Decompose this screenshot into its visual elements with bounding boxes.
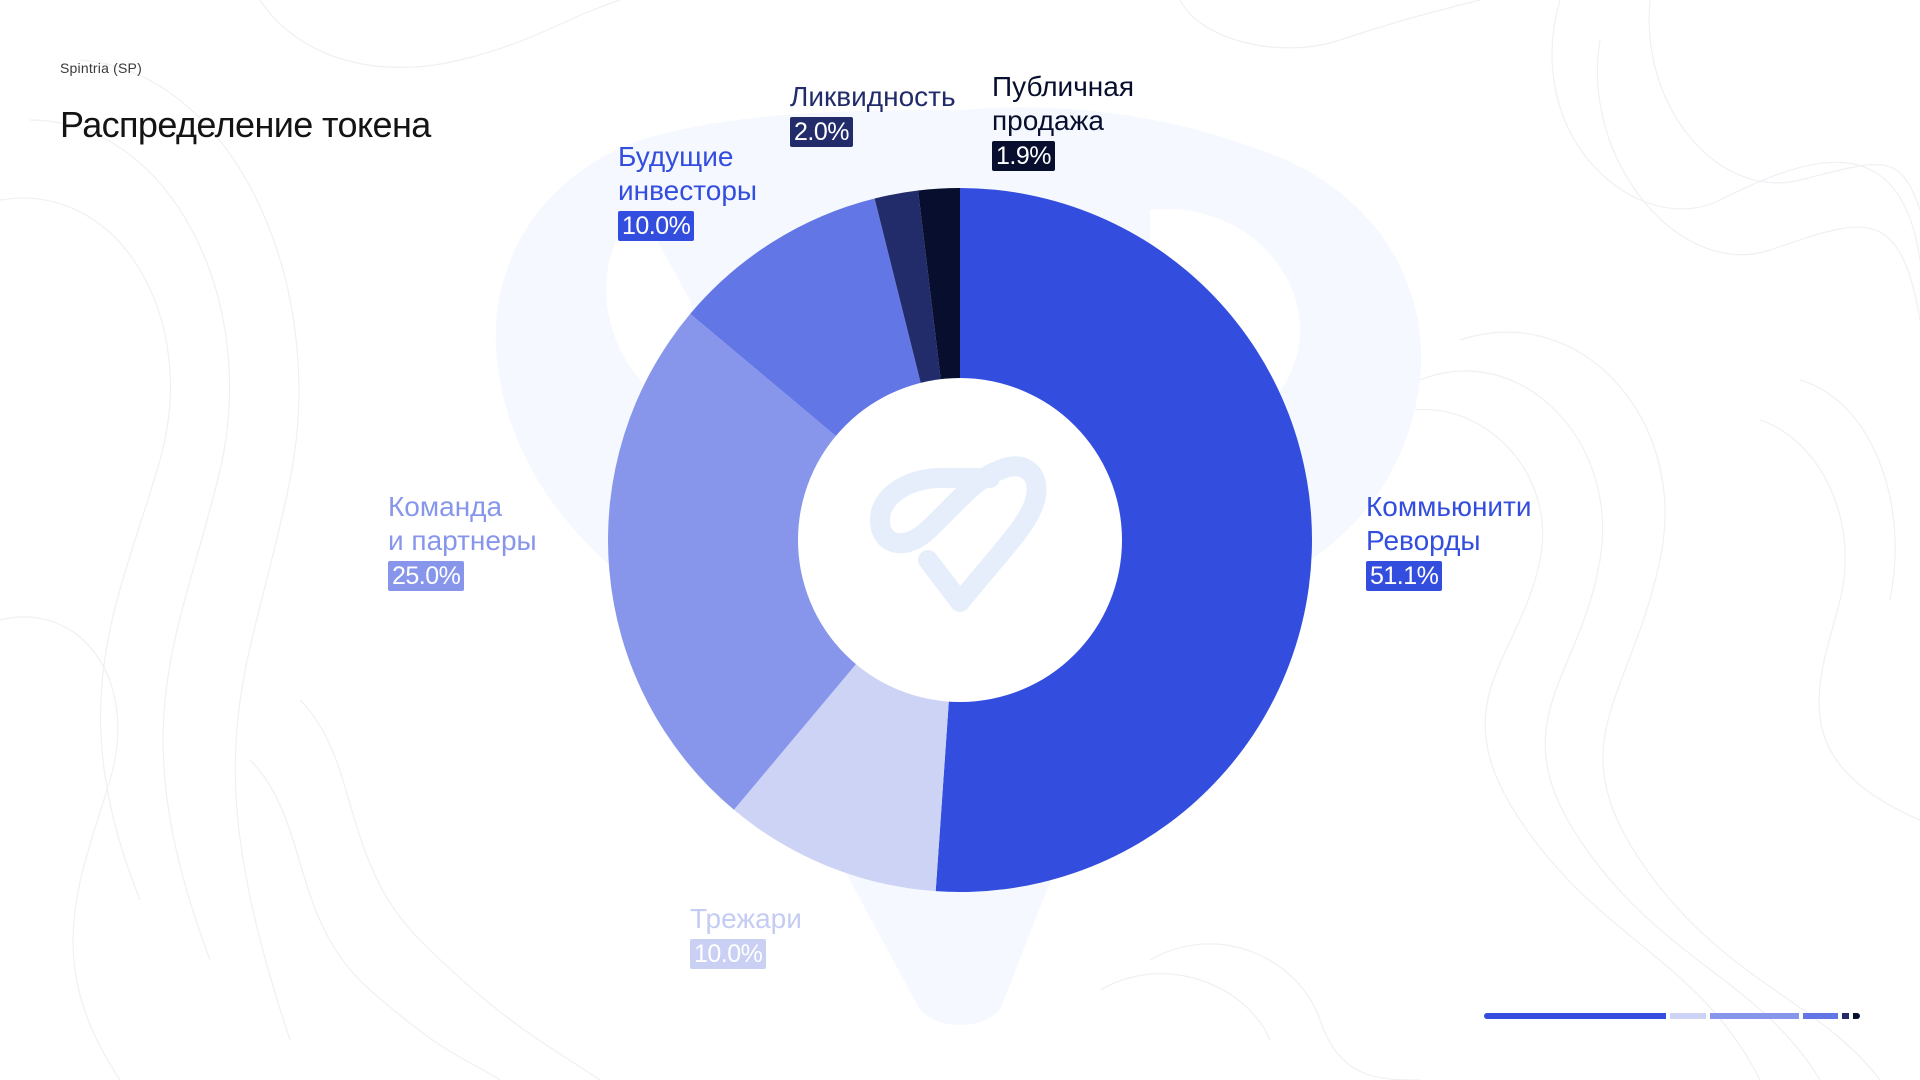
progress-segment-treasury xyxy=(1669,1013,1706,1019)
slice-label-line: Реворды xyxy=(1366,525,1481,556)
slice-label-investors: Будущие инвесторы 10.0% xyxy=(618,140,757,242)
slice-percent-badge: 1.9% xyxy=(992,141,1055,171)
slice-label-line: продажа xyxy=(992,105,1104,136)
donut-slice-community xyxy=(935,188,1313,892)
progress-segment-liquidity xyxy=(1842,1013,1850,1019)
slice-label-line: Трежари xyxy=(690,903,802,934)
slice-label-line: Ликвидность xyxy=(790,81,956,112)
slice-label-treasury: Трежари 10.0% xyxy=(690,902,802,970)
slice-label-line: Будущие xyxy=(618,141,734,172)
slice-percent-badge: 10.0% xyxy=(690,939,767,969)
slice-label-line: Коммьюнити xyxy=(1366,491,1532,522)
spintria-heart-logo-icon xyxy=(870,456,1047,612)
slice-percent-badge: 51.1% xyxy=(1366,561,1443,591)
slice-label-line: инвесторы xyxy=(618,175,758,206)
slice-percent-badge: 10.0% xyxy=(618,211,695,241)
brand-name: Spintria (SP) xyxy=(60,60,142,76)
distribution-progress-bar xyxy=(1484,1013,1860,1020)
slice-label-team: Команда и партнеры 25.0% xyxy=(388,490,537,592)
progress-segment-public-sale xyxy=(1853,1013,1860,1019)
progress-segment-community xyxy=(1484,1013,1666,1019)
page-title: Распределение токена xyxy=(60,104,431,145)
slice-label-community: Коммьюнити Реворды 51.1% xyxy=(1366,490,1532,592)
slice-percent-badge: 25.0% xyxy=(388,561,465,591)
slice-percent-badge: 2.0% xyxy=(790,117,853,147)
slice-label-public-sale: Публичная продажа 1.9% xyxy=(992,70,1134,172)
slice-label-line: Публичная xyxy=(992,71,1134,102)
progress-segment-team xyxy=(1709,1013,1799,1019)
slice-label-line: и партнеры xyxy=(388,525,537,556)
progress-segment-investors xyxy=(1802,1013,1839,1019)
slice-label-line: Команда xyxy=(388,491,503,522)
donut-hole xyxy=(798,378,1122,702)
slice-label-liquidity: Ликвидность 2.0% xyxy=(790,80,956,148)
donut-slice-team xyxy=(607,313,960,810)
